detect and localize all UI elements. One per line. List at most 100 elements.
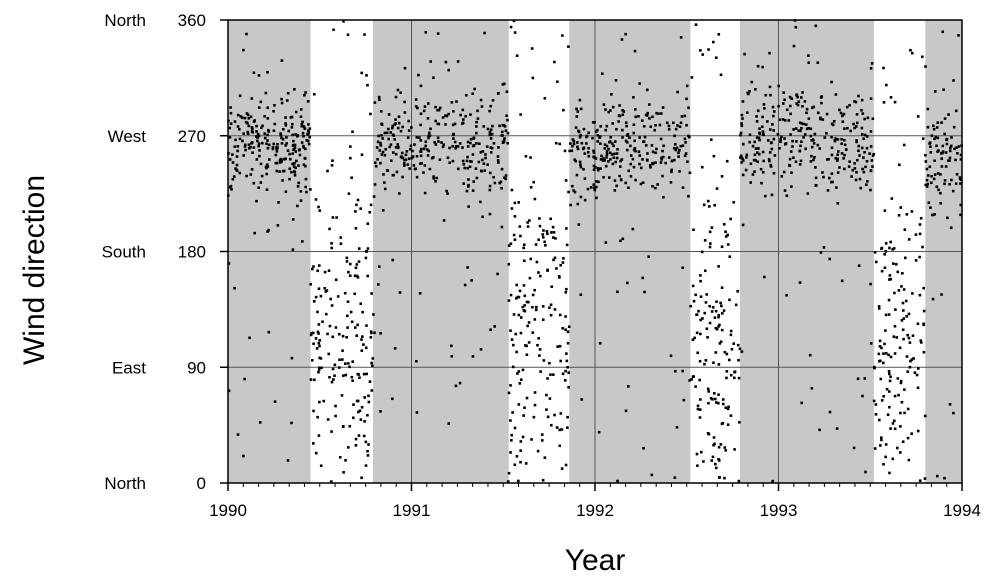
- data-point: [695, 313, 699, 316]
- data-point: [317, 434, 321, 437]
- data-point: [392, 173, 395, 177]
- data-point: [360, 349, 364, 352]
- data-point: [553, 308, 557, 311]
- data-point: [932, 127, 936, 131]
- data-point: [475, 125, 478, 128]
- data-point: [451, 123, 455, 127]
- data-point: [442, 219, 446, 222]
- data-point: [604, 241, 608, 244]
- data-point: [525, 353, 529, 357]
- data-point: [522, 259, 526, 263]
- data-point: [416, 106, 419, 110]
- data-point: [918, 223, 922, 226]
- data-point: [929, 145, 932, 149]
- data-point: [936, 136, 940, 140]
- data-point: [454, 146, 457, 150]
- data-point: [654, 124, 657, 127]
- data-point: [885, 387, 889, 391]
- data-point: [559, 263, 563, 267]
- data-point: [480, 105, 484, 108]
- data-point: [427, 134, 431, 138]
- data-point: [466, 140, 470, 144]
- data-point: [446, 156, 450, 159]
- data-point: [291, 248, 295, 251]
- data-point: [551, 236, 555, 239]
- data-point: [910, 210, 914, 213]
- data-point: [488, 133, 492, 137]
- data-point: [548, 306, 551, 310]
- data-point: [882, 394, 885, 398]
- data-point: [672, 158, 676, 162]
- data-point: [677, 151, 680, 155]
- data-point: [599, 167, 602, 170]
- data-point: [250, 126, 254, 129]
- data-point: [415, 175, 419, 179]
- data-point: [924, 183, 928, 187]
- data-point: [563, 379, 567, 382]
- data-point: [792, 44, 796, 48]
- data-point: [316, 330, 320, 334]
- data-point: [317, 366, 321, 370]
- data-point: [514, 332, 518, 336]
- data-point: [540, 433, 544, 436]
- data-point: [688, 135, 691, 139]
- data-point: [789, 150, 793, 153]
- data-point: [768, 51, 771, 55]
- data-point: [418, 136, 421, 139]
- data-point: [733, 448, 736, 451]
- data-point: [391, 258, 395, 262]
- data-point: [931, 297, 935, 301]
- data-point: [933, 213, 936, 216]
- data-point: [916, 386, 920, 390]
- data-point: [373, 161, 377, 164]
- data-point: [762, 159, 766, 163]
- data-point: [424, 30, 428, 34]
- data-point: [318, 344, 321, 348]
- data-point: [800, 122, 804, 125]
- data-point: [754, 159, 757, 162]
- data-point: [694, 385, 697, 388]
- data-point: [939, 173, 942, 176]
- data-point: [265, 188, 269, 191]
- data-point: [515, 297, 518, 300]
- data-point: [310, 267, 314, 271]
- data-point: [503, 137, 506, 140]
- data-point: [566, 415, 569, 419]
- data-point: [238, 137, 242, 141]
- data-point: [782, 102, 785, 105]
- data-point: [510, 338, 514, 341]
- data-point: [715, 327, 719, 331]
- data-point: [424, 140, 428, 143]
- data-point: [617, 114, 621, 117]
- data-point: [844, 148, 848, 151]
- data-point: [235, 169, 239, 173]
- data-point: [772, 110, 776, 113]
- data-point: [545, 408, 548, 411]
- data-point: [364, 256, 368, 260]
- data-point: [534, 308, 538, 312]
- data-point: [442, 143, 446, 146]
- data-point: [926, 107, 930, 111]
- data-point: [644, 144, 648, 147]
- data-point: [916, 322, 920, 326]
- data-point: [707, 390, 710, 393]
- data-point: [461, 108, 465, 112]
- data-point: [672, 146, 676, 150]
- data-point: [366, 222, 370, 226]
- data-point: [281, 179, 284, 182]
- data-point: [639, 182, 643, 186]
- data-point: [661, 155, 665, 159]
- data-point: [373, 183, 377, 186]
- data-point: [414, 98, 418, 101]
- data-point: [654, 151, 657, 155]
- data-point: [565, 352, 568, 355]
- data-point: [573, 158, 577, 162]
- data-point: [683, 137, 687, 141]
- data-point: [627, 186, 630, 190]
- data-point: [278, 159, 282, 162]
- data-point: [710, 459, 714, 462]
- data-point: [877, 352, 881, 356]
- data-point: [294, 110, 298, 114]
- data-point: [396, 126, 400, 130]
